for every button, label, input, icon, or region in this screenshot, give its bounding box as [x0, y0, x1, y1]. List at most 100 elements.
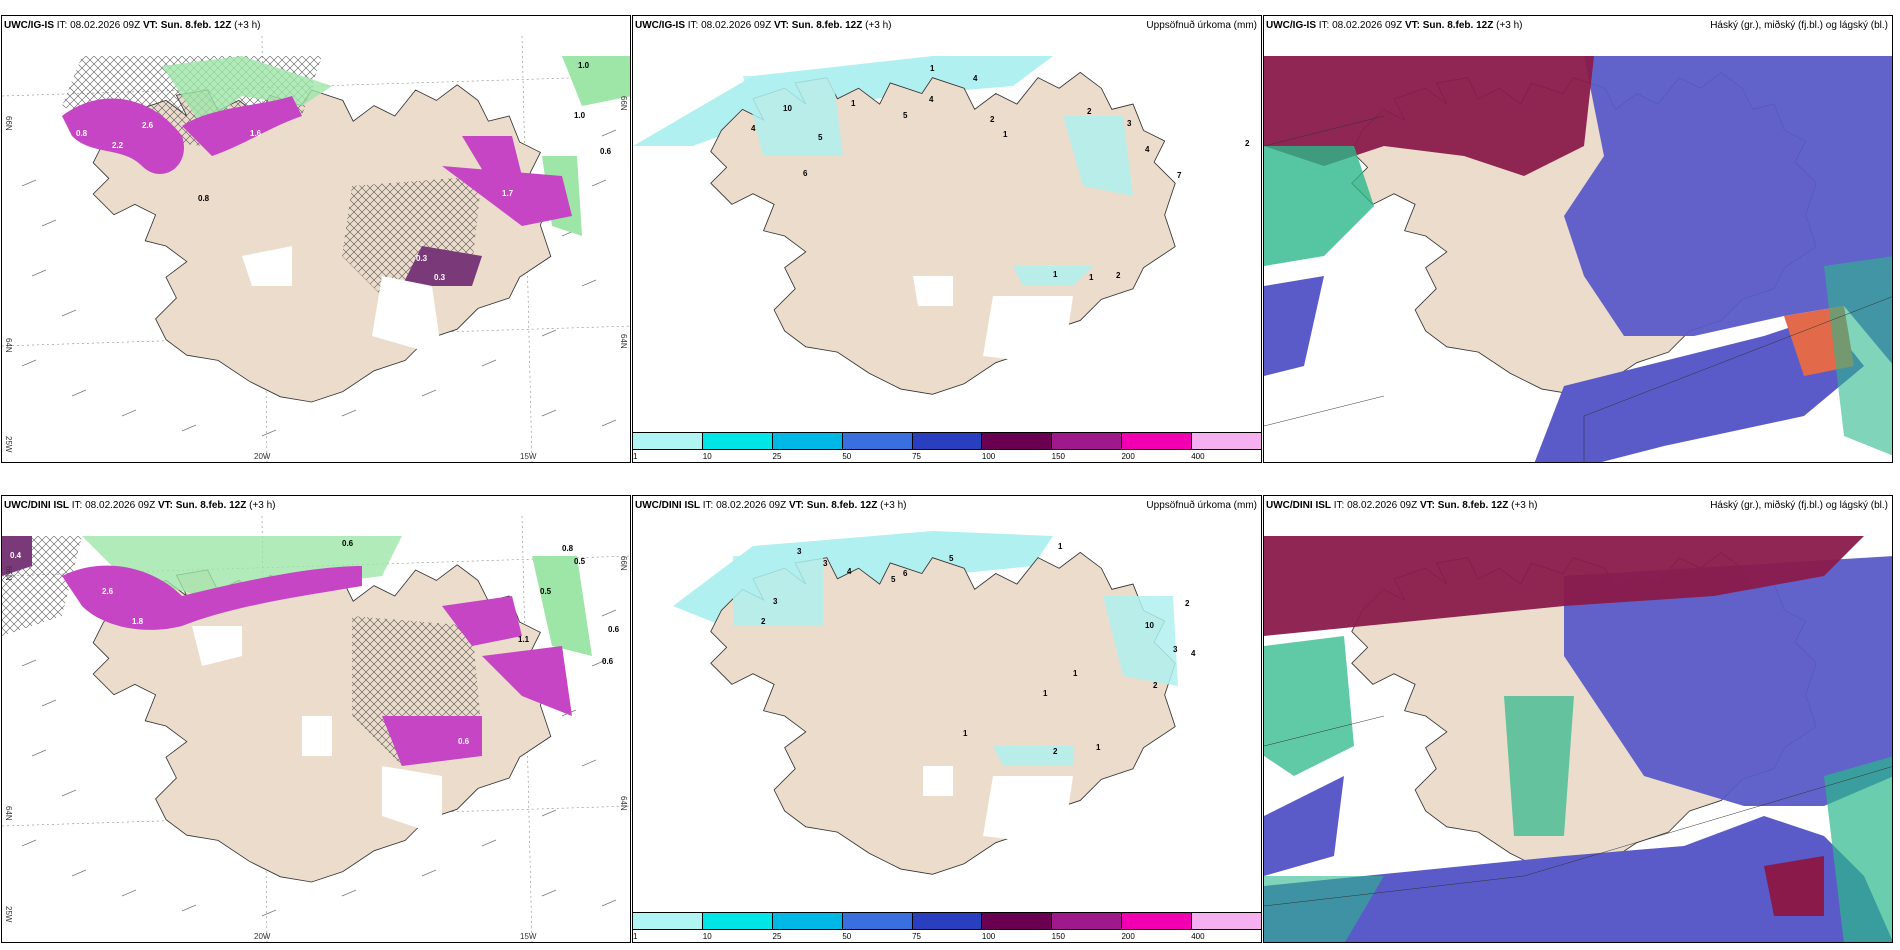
value-label: 4 — [1145, 145, 1150, 154]
lat-label: 66N — [619, 96, 628, 111]
it-label: IT: — [1318, 20, 1330, 31]
panel-header: UWC/DINI ISL IT: 08.02.2026 09Z VT: Sun.… — [633, 496, 1261, 516]
it-label: IT: — [687, 20, 699, 31]
init-time: 08.02.2026 09Z — [701, 20, 772, 31]
value-label: 4 — [973, 74, 978, 83]
colorbar-tick: 10 — [702, 452, 712, 461]
value-label: 4 — [847, 567, 852, 576]
value-label: 5 — [903, 111, 908, 120]
value-label: 4 — [1191, 649, 1196, 658]
colorbar-tick: 75 — [912, 452, 922, 461]
value-label: 2 — [1087, 107, 1092, 116]
lat-label: 64N — [4, 806, 13, 821]
colorbar-ticks: 1 10 25 50 75 100 150 200 400 — [633, 932, 1261, 942]
value-label: 10 — [783, 104, 792, 113]
panel-title: Uppsöfnuð úrkoma (mm) — [1146, 500, 1257, 511]
lead-time: (+3 h) — [234, 20, 261, 31]
panel-top-middle: UWC/IG-IS IT: 08.02.2026 09Z VT: Sun. 8.… — [632, 15, 1262, 463]
value-label: 0.6 — [600, 147, 612, 156]
value-label: 1.8 — [132, 617, 144, 626]
colorbar-tick: 200 — [1121, 932, 1135, 941]
init-time: 08.02.2026 09Z — [1332, 20, 1403, 31]
panel-bottom-middle: UWC/DINI ISL IT: 08.02.2026 09Z VT: Sun.… — [632, 495, 1262, 943]
colorbar-tick: 25 — [772, 452, 782, 461]
model-name: UWC/DINI ISL — [4, 500, 69, 511]
value-label: 2 — [1116, 271, 1121, 280]
colorbar-tick: 150 — [1051, 932, 1066, 941]
value-label: 4 — [751, 124, 756, 133]
wind-precip-map: 0.8 2.2 2.6 1.6 0.8 1.0 0.6 1.0 0.3 0.3 … — [2, 36, 630, 462]
value-label: 3 — [773, 597, 778, 606]
valid-time: Sun. 8.feb. 12Z — [1437, 500, 1509, 511]
lead-time: (+3 h) — [865, 20, 892, 31]
value-label: 1 — [1053, 270, 1058, 279]
init-time: 08.02.2026 09Z — [1347, 500, 1418, 511]
it-label: IT: — [702, 500, 714, 511]
lat-label: 66N — [4, 566, 13, 581]
value-label: 10 — [1145, 621, 1154, 630]
model-name: UWC/DINI ISL — [1266, 500, 1331, 511]
lon-label: 25W — [4, 906, 13, 923]
vt-label: VT: — [788, 500, 804, 511]
lat-label: 66N — [4, 116, 13, 131]
colorbar-swatch — [982, 913, 1053, 929]
colorbar-swatch — [842, 433, 913, 449]
colorbar-swatch — [772, 913, 843, 929]
panel-title: Uppsöfnuð úrkoma (mm) — [1146, 20, 1257, 31]
cloud-map — [1264, 36, 1892, 462]
value-label: 0.8 — [562, 544, 574, 553]
colorbar-swatch — [1192, 913, 1261, 929]
colorbar-tick: 400 — [1191, 932, 1205, 941]
colorbar-tick: 200 — [1121, 452, 1135, 461]
valid-time: Sun. 8.feb. 12Z — [791, 20, 863, 31]
value-label: 1 — [1058, 542, 1063, 551]
value-label: 1 — [851, 99, 856, 108]
colorbar-swatch — [772, 433, 843, 449]
value-label: 1 — [1089, 273, 1094, 282]
lon-label: 20W — [254, 452, 271, 461]
colorbar-swatch — [1192, 433, 1261, 449]
panel-header: UWC/IG-IS IT: 08.02.2026 09Z VT: Sun. 8.… — [2, 16, 630, 36]
value-label: 0.6 — [342, 539, 354, 548]
panel-header: UWC/DINI ISL IT: 08.02.2026 09Z VT: Sun.… — [2, 496, 630, 516]
colorbar — [633, 912, 1261, 930]
value-label: 2 — [990, 115, 995, 124]
vt-label: VT: — [157, 500, 173, 511]
colorbar-swatch — [982, 433, 1053, 449]
colorbar-swatch — [702, 913, 773, 929]
precip-map: 1 4 10 4 5 6 1 5 4 2 1 2 3 4 7 2 1 1 2 — [633, 36, 1261, 426]
lat-label: 66N — [619, 556, 628, 571]
lon-label: 15W — [520, 452, 537, 461]
value-label: 0.6 — [602, 657, 614, 666]
lon-label: 25W — [4, 436, 13, 453]
colorbar-swatch — [912, 433, 983, 449]
value-label: 1 — [963, 729, 968, 738]
value-label: 0.4 — [10, 551, 22, 560]
vt-label: VT: — [773, 20, 789, 31]
value-label: 0.6 — [458, 737, 470, 746]
value-label: 5 — [818, 133, 823, 142]
colorbar-tick: 100 — [981, 452, 996, 461]
value-label: 1 — [1043, 689, 1048, 698]
model-name: UWC/DINI ISL — [635, 500, 700, 511]
model-name: UWC/IG-IS — [635, 20, 685, 31]
panel-header: UWC/IG-IS IT: 08.02.2026 09Z VT: Sun. 8.… — [633, 16, 1261, 36]
lon-label: 15W — [520, 932, 537, 941]
value-label: 2 — [1153, 681, 1158, 690]
colorbar-tick: 50 — [842, 932, 852, 941]
model-name: UWC/IG-IS — [1266, 20, 1316, 31]
value-label: 5 — [891, 575, 896, 584]
value-label: 2.2 — [112, 141, 124, 150]
value-label: 0.6 — [608, 625, 620, 634]
colorbar-swatch — [842, 913, 913, 929]
value-label: 3 — [1173, 645, 1178, 654]
value-label: 2 — [1245, 139, 1250, 148]
vt-label: VT: — [142, 20, 158, 31]
lead-time: (+3 h) — [1511, 500, 1538, 511]
panel-bottom-left: UWC/DINI ISL IT: 08.02.2026 09Z VT: Sun.… — [1, 495, 631, 943]
value-label: 1 — [1003, 130, 1008, 139]
model-name: UWC/IG-IS — [4, 20, 54, 31]
value-label: 1.7 — [502, 189, 514, 198]
it-label: IT: — [56, 20, 68, 31]
value-label: 6 — [903, 569, 908, 578]
